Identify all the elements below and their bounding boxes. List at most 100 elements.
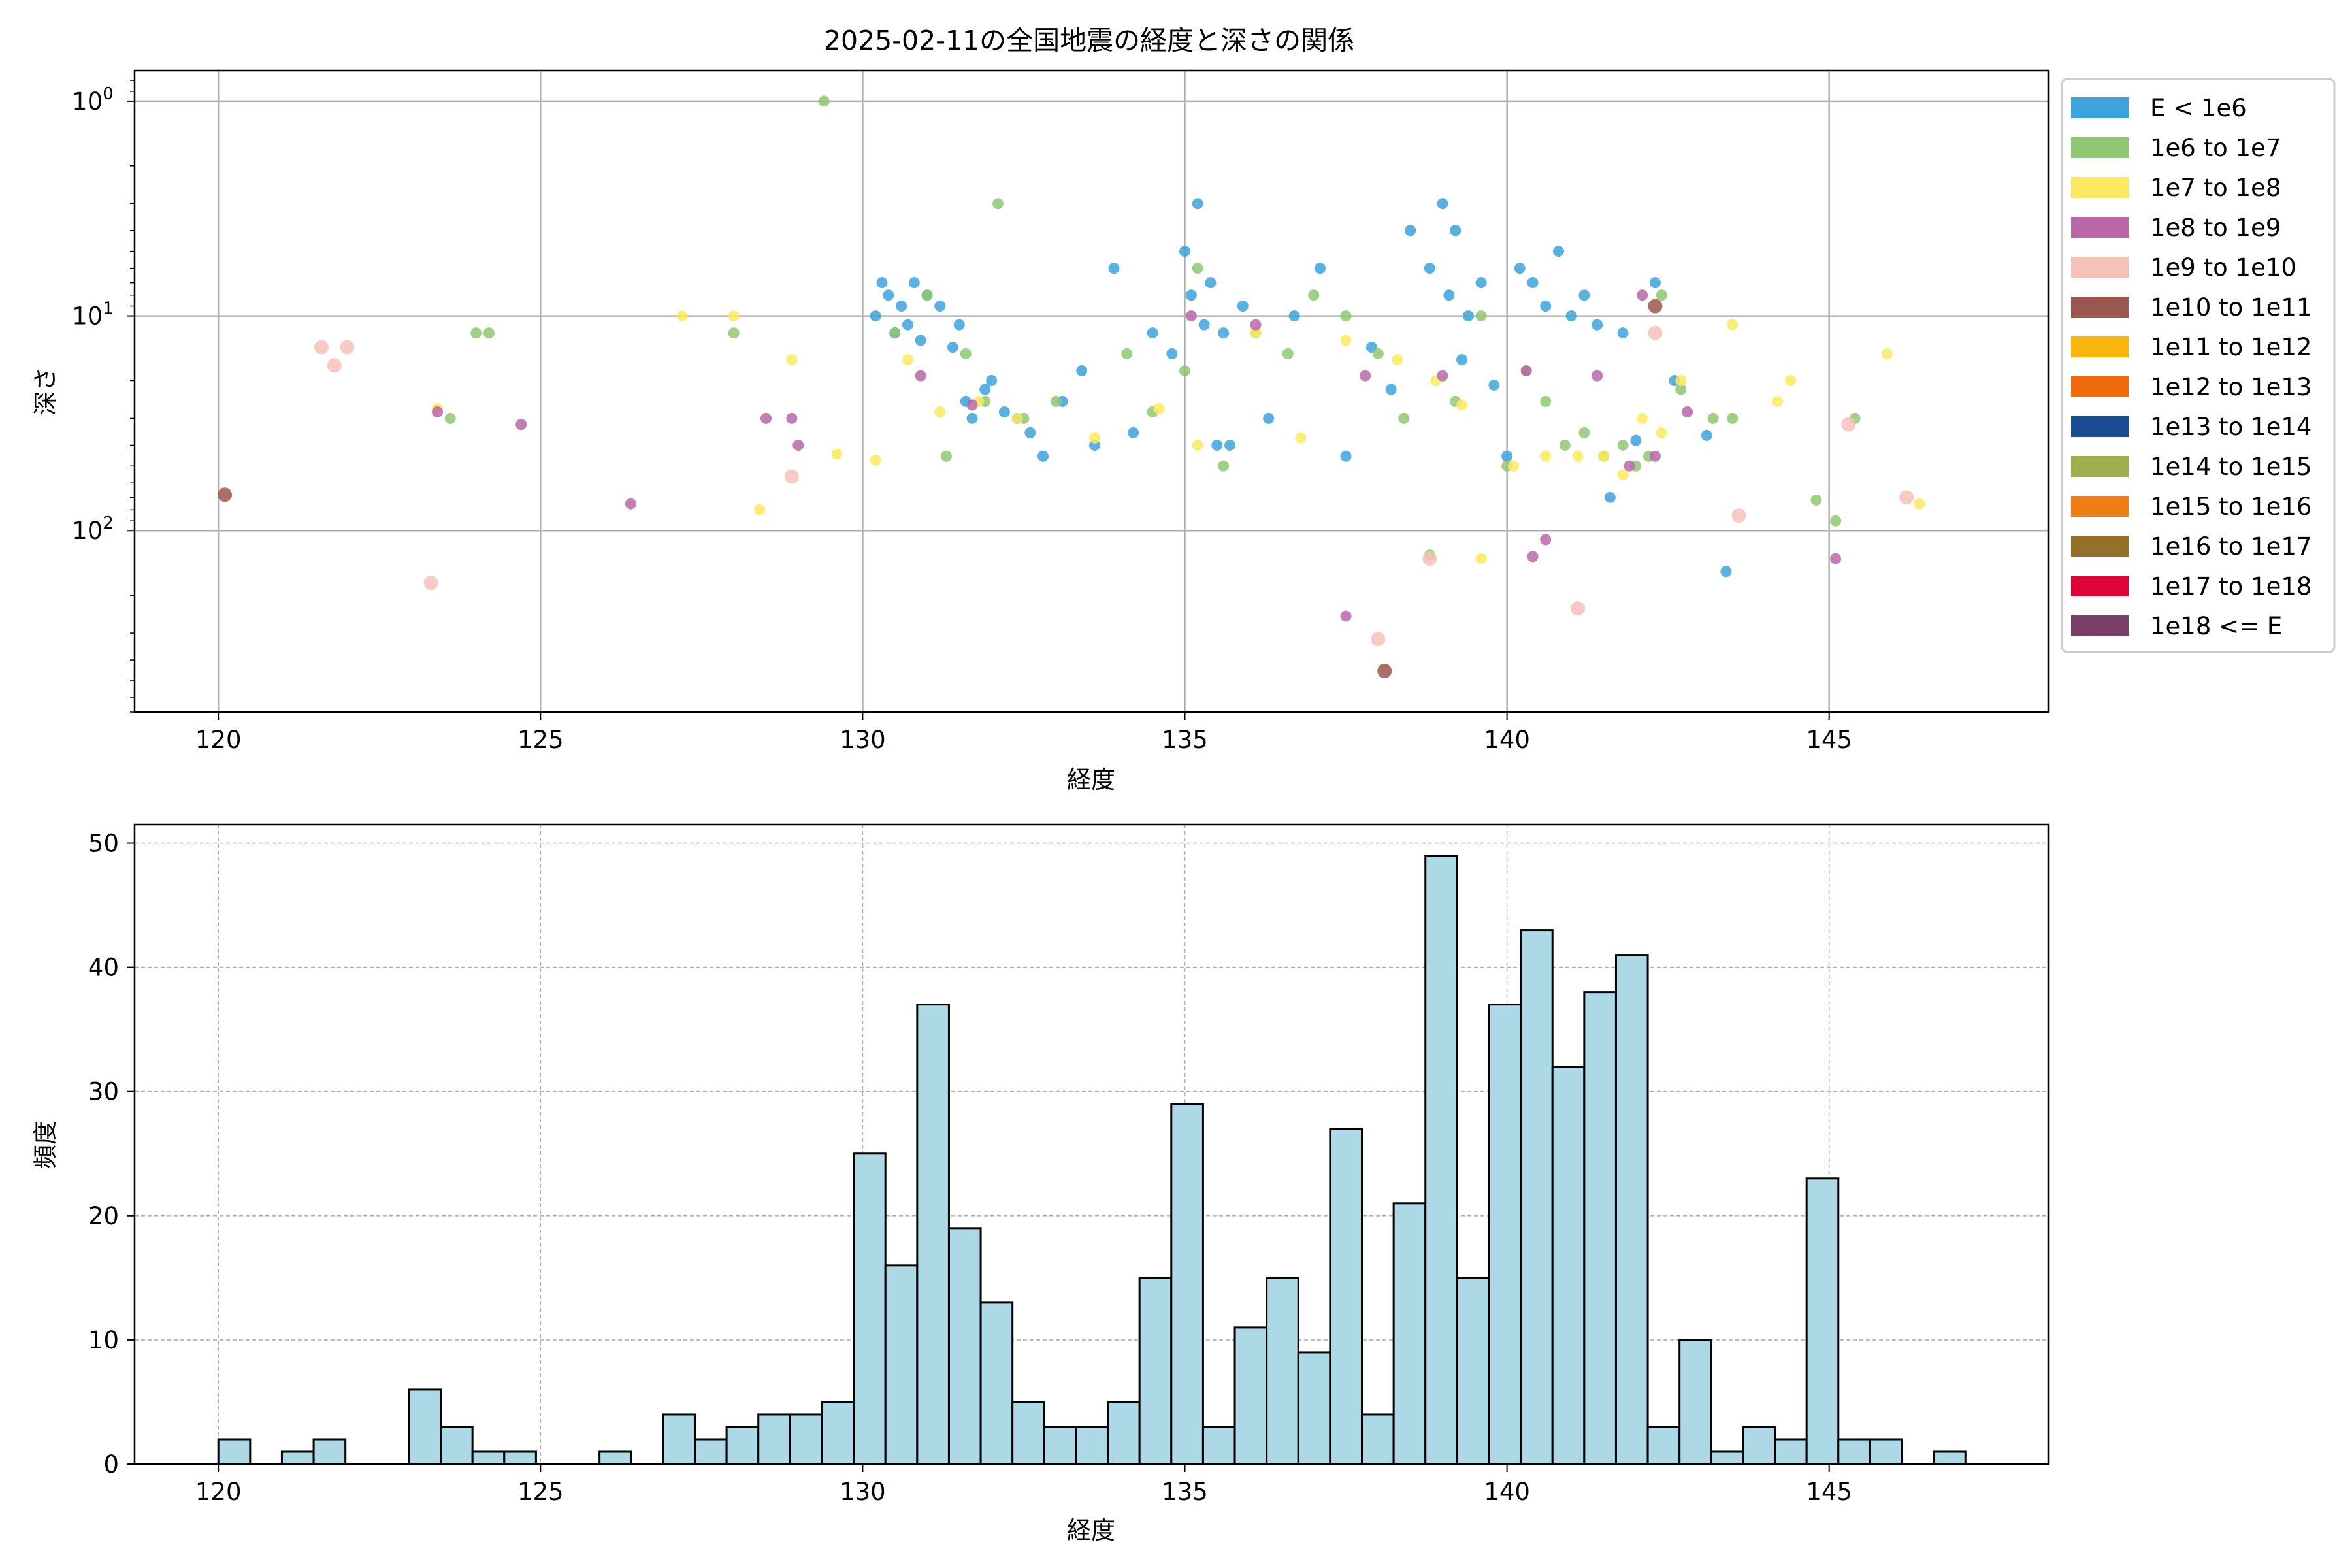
scatter-point	[831, 448, 843, 460]
legend-label: 1e12 to 1e13	[2150, 373, 2311, 401]
scatter-point	[1011, 412, 1023, 424]
scatter-point	[921, 289, 933, 301]
scatter-point	[1315, 263, 1326, 274]
scatter-point	[1179, 365, 1190, 376]
scatter-title: 2025-02-11の全国地震の経度と深さの関係	[824, 25, 1354, 56]
histogram-y-ticks: 0 10 20 30 40 50	[88, 830, 135, 1478]
scatter-point	[1108, 263, 1120, 274]
legend-label: 1e11 to 1e12	[2150, 333, 2311, 361]
histogram-bar	[1488, 1004, 1522, 1465]
histogram-bar	[1805, 1177, 1840, 1465]
scatter-point	[1501, 450, 1513, 462]
scatter-point	[1392, 354, 1403, 366]
scatter-point	[423, 576, 438, 591]
histogram-bar	[821, 1401, 855, 1465]
scatter-point	[1237, 301, 1249, 312]
scatter-point	[792, 439, 804, 451]
histogram-bar	[1614, 954, 1649, 1465]
legend-label: E < 1e6	[2150, 94, 2247, 122]
histogram-bar	[1107, 1401, 1141, 1465]
scatter-point	[1630, 434, 1642, 446]
scatter-x-tick-label: 140	[1484, 726, 1530, 754]
histogram-bar	[1392, 1202, 1427, 1465]
legend-label: 1e16 to 1e17	[2150, 532, 2311, 561]
scatter-y-tick-label: 100	[72, 84, 114, 116]
histogram-bar	[1456, 1277, 1490, 1465]
histogram-bar	[1043, 1426, 1077, 1465]
scatter-point	[1727, 412, 1739, 424]
legend-frame	[2061, 78, 2336, 653]
scatter-point	[786, 354, 798, 366]
scatter-point	[1656, 427, 1667, 438]
scatter-point	[1617, 327, 1629, 339]
histogram-bar	[1329, 1128, 1364, 1465]
scatter-point	[1540, 395, 1552, 407]
scatter-point	[1637, 289, 1648, 301]
scatter-point	[1037, 450, 1049, 462]
scatter-point	[1507, 460, 1519, 472]
histogram-x-tick-label: 120	[195, 1478, 242, 1506]
scatter-x-tick-label: 130	[840, 726, 886, 754]
scatter-point	[754, 504, 766, 515]
scatter-point	[515, 419, 527, 431]
scatter-x-axis-label: 経度	[1067, 766, 1115, 794]
scatter-point	[1076, 365, 1088, 376]
scatter-point	[1340, 450, 1352, 462]
histogram-bar	[598, 1450, 632, 1465]
legend-swatch	[2071, 615, 2129, 636]
scatter-point	[1437, 198, 1448, 210]
scatter-point	[1385, 384, 1397, 395]
legend-swatch	[2071, 496, 2129, 517]
scatter-point	[1128, 427, 1139, 438]
scatter-point	[1185, 310, 1197, 322]
legend-label: 1e6 to 1e7	[2150, 134, 2281, 162]
scatter-point	[1565, 310, 1577, 322]
histogram-bar	[1583, 991, 1617, 1465]
histogram-bar	[916, 1004, 950, 1465]
scatter-point	[1437, 370, 1448, 382]
scatter-point	[1727, 319, 1739, 331]
histogram-bar	[1837, 1438, 1871, 1465]
scatter-point	[934, 406, 946, 418]
legend-swatch	[2071, 137, 2129, 158]
scatter-point	[902, 319, 913, 331]
scatter-point	[1422, 551, 1437, 566]
legend: E < 1e6 1e6 to 1e7 1e7 to 1e8 1e8 to 1e9 1e9…	[2061, 78, 2336, 653]
histogram-y-tick-label: 40	[88, 954, 119, 982]
histogram-y-tick-label: 20	[88, 1202, 119, 1230]
scatter-point	[1340, 310, 1352, 322]
scatter-point	[483, 327, 495, 339]
scatter-y-axis-label: 深さ	[31, 367, 59, 416]
scatter-y-tick-label: 102	[72, 514, 114, 545]
scatter-point	[1147, 327, 1158, 339]
histogram-bar	[471, 1450, 506, 1465]
scatter-point	[1377, 663, 1392, 678]
scatter-point	[1475, 310, 1487, 322]
histogram-bar	[408, 1388, 442, 1465]
histogram-bar	[693, 1438, 728, 1465]
histogram-bar	[1710, 1450, 1744, 1465]
scatter-point	[1578, 289, 1590, 301]
scatter-point	[1520, 365, 1532, 376]
scatter-point	[934, 301, 946, 312]
legend-swatch	[2071, 217, 2129, 238]
histogram-y-axis-label: 頻度	[31, 1120, 59, 1169]
scatter-point	[1810, 494, 1822, 506]
scatter-point	[1649, 450, 1661, 462]
scatter-point	[1340, 335, 1352, 346]
scatter-point	[1830, 553, 1842, 564]
scatter-point	[908, 277, 920, 289]
scatter-point	[1624, 460, 1635, 472]
legend-swatch	[2071, 416, 2129, 437]
scatter-point	[986, 375, 998, 387]
legend-swatch	[2071, 456, 2129, 477]
scatter-point	[728, 327, 740, 339]
scatter-point	[1572, 450, 1584, 462]
scatter-x-tick-label: 135	[1162, 726, 1208, 754]
scatter-point	[1282, 348, 1294, 359]
scatter-x-tick-label: 120	[195, 726, 242, 754]
scatter-points	[218, 95, 1925, 678]
scatter-point	[1785, 375, 1797, 387]
scatter-y-tick-label: 101	[72, 299, 114, 331]
histogram-bar	[1011, 1401, 1045, 1465]
